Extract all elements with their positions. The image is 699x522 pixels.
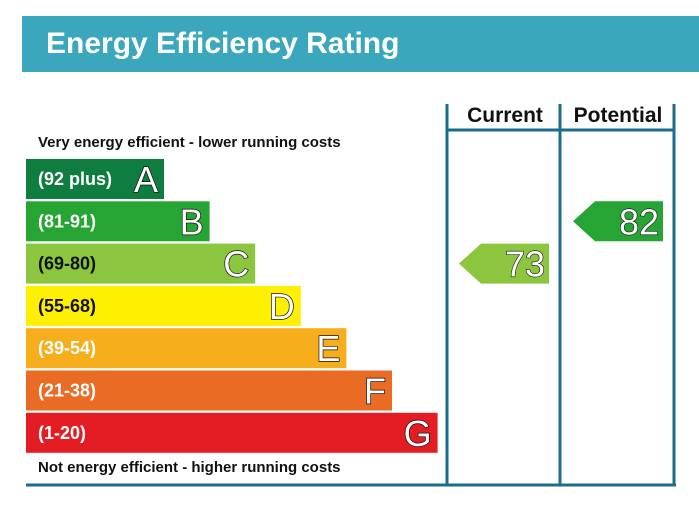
band-f-letter: F [364,371,386,412]
band-d-range: (55-68) [38,296,96,316]
band-c-range: (69-80) [38,254,96,274]
bottom-note: Not energy efficient - higher running co… [38,459,341,476]
potential-rating-value: 82 [619,201,659,242]
band-g-range: (1-20) [38,423,86,443]
rating-markers: 73 82 [459,201,663,285]
band-d-letter: D [269,286,295,327]
band-e-range: (39-54) [38,338,96,358]
band-a-bar [26,159,164,199]
top-note: Very energy efficient - lower running co… [38,134,341,151]
band-b-bar [26,201,210,242]
band-a-letter: A [134,159,158,200]
band-b-letter: B [180,201,204,242]
current-rating-arrow [459,243,549,284]
band-c-bar [26,243,256,284]
rating-bands: (92 plus) A (81-91) B (69-80) C (55-68) D (39-54… [26,158,438,454]
column-header-potential: Potential [574,104,663,127]
band-g-letter: G [404,413,432,454]
column-header-current: Current [467,104,543,127]
band-c-letter: C [223,244,249,285]
band-g-bar [26,412,438,453]
band-e-letter: E [316,328,340,369]
band-f-bar [26,370,392,411]
current-rating-value: 73 [505,244,545,285]
band-a-range: (92 plus) [38,169,112,189]
header-bar: Energy Efficiency Rating [22,16,699,72]
band-b-range: (81-91) [38,211,96,231]
band-f-range: (21-38) [38,381,96,401]
chart-title: Energy Efficiency Rating [46,27,400,60]
potential-rating-arrow [573,201,663,242]
band-e-bar [26,328,347,369]
band-d-bar [26,285,301,326]
